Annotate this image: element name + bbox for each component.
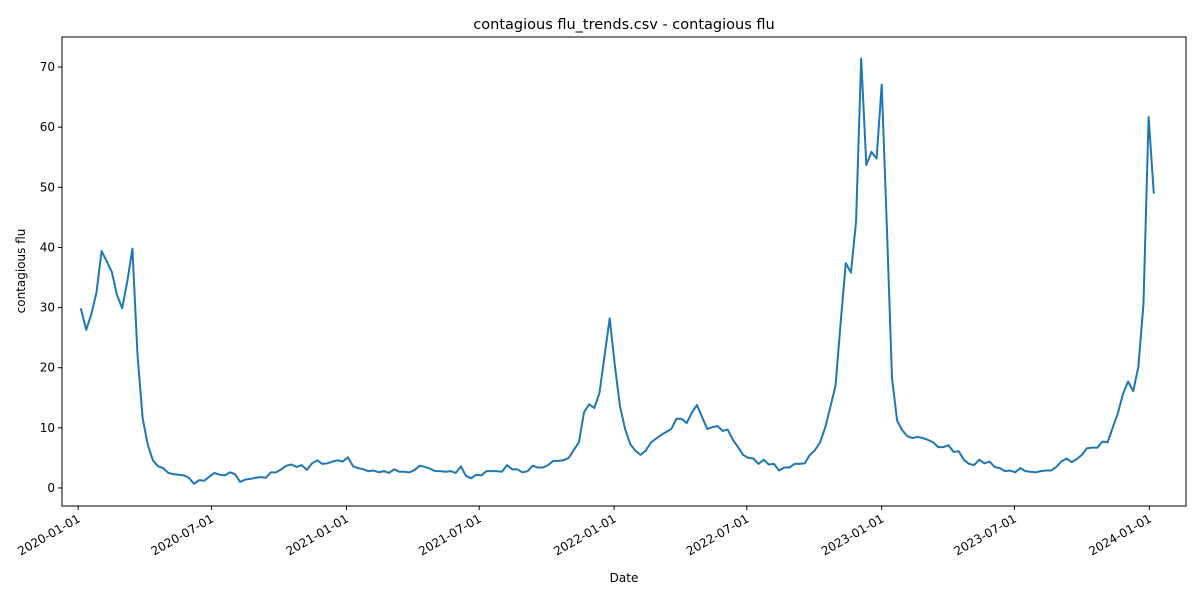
y-tick-label: 60 [40,120,55,134]
y-tick-label: 70 [40,60,55,74]
x-tick-label: 2022-07-01 [684,511,751,558]
y-tick-label: 0 [47,481,55,495]
axes [61,36,1187,507]
y-tick-label: 20 [40,361,55,375]
x-tick-label: 2022-01-01 [551,511,618,558]
x-tick-label: 2021-01-01 [284,511,351,558]
x-tick-label: 2024-01-01 [1086,511,1153,558]
chart-title: contagious flu_trends.csv - contagious f… [473,17,774,33]
tick-marks: 0 10 20 30 40 50 60 70 2020-01-01 2020-07-01 2021-… [15,60,1154,558]
plot-area [79,57,1155,485]
x-tick-label: 2023-07-01 [952,511,1019,558]
y-axis-title: contagious flu [14,229,28,314]
y-tick-label: 50 [40,180,55,194]
x-tick-label: 2020-01-01 [15,511,82,558]
x-tick-label: 2020-07-01 [149,511,216,558]
x-tick-label: 2023-01-01 [819,511,886,558]
y-tick-label: 40 [40,240,55,254]
x-axis-title: Date [610,571,639,585]
x-tick-label: 2021-07-01 [416,511,483,558]
series-line-0 [79,57,1155,485]
axes-frame [61,36,1187,507]
y-tick-label: 10 [40,421,55,435]
y-tick-label: 30 [40,301,55,315]
